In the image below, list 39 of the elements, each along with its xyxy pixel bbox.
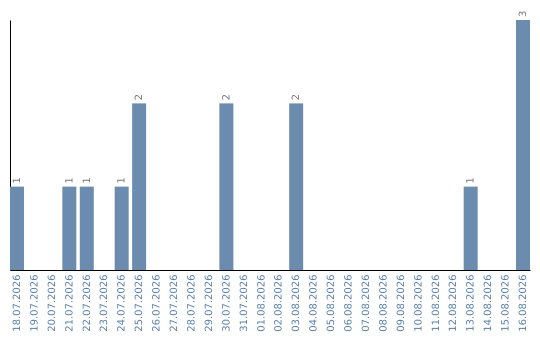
x-tick-label: 16.08.2026 — [518, 274, 530, 332]
data-label: 1 — [64, 177, 76, 184]
x-tick-label: 03.08.2026 — [291, 274, 302, 332]
x-tick-label: 27.07.2026 — [169, 274, 180, 332]
x-tick-label: 13.08.2026 — [466, 274, 477, 332]
x-tick-label: 02.08.2026 — [274, 274, 285, 332]
data-label: 1 — [82, 177, 93, 184]
data-label: 3 — [518, 10, 530, 17]
x-tick-label: 18.07.2026 — [12, 274, 23, 332]
data-label: 2 — [221, 94, 232, 100]
x-tick-label: 15.08.2026 — [500, 274, 512, 332]
x-tick-label: 19.07.2026 — [29, 274, 40, 332]
x-tick-label: 09.08.2026 — [396, 274, 407, 332]
x-tick-label: 31.07.2026 — [238, 274, 250, 332]
x-tick-label: 28.07.2026 — [186, 274, 198, 332]
data-label: 1 — [12, 177, 23, 184]
x-tick-label: 06.08.2026 — [344, 274, 355, 332]
x-tick-label: 22.07.2026 — [82, 274, 93, 332]
x-tick-label: 23.07.2026 — [99, 274, 110, 332]
x-tick-label: 20.07.2026 — [46, 274, 58, 332]
x-tick-label: 26.07.2026 — [152, 274, 163, 332]
x-tick-label: 21.07.2026 — [64, 274, 76, 332]
x-tick-label: 29.07.2026 — [204, 274, 215, 332]
x-tick-label: 25.07.2026 — [134, 274, 146, 332]
x-tick-label: 30.07.2026 — [221, 274, 232, 332]
x-tick-label: 24.07.2026 — [116, 274, 128, 332]
x-tick-label: 01.08.2026 — [256, 274, 268, 332]
x-tick-label: 05.08.2026 — [326, 274, 338, 332]
x-tick-label: 08.08.2026 — [378, 274, 390, 332]
x-tick-label: 10.08.2026 — [413, 274, 424, 332]
data-label: 1 — [116, 177, 128, 184]
x-tick-label: 04.08.2026 — [308, 274, 320, 332]
x-tick-label: 07.08.2026 — [360, 274, 372, 332]
x-tick-label: 14.08.2026 — [483, 274, 494, 332]
data-label: 1 — [466, 177, 477, 184]
data-label: 2 — [134, 94, 146, 100]
x-tick-label: 12.08.2026 — [448, 274, 460, 332]
data-label: 2 — [291, 94, 302, 100]
x-tick-label: 11.08.2026 — [430, 274, 442, 332]
